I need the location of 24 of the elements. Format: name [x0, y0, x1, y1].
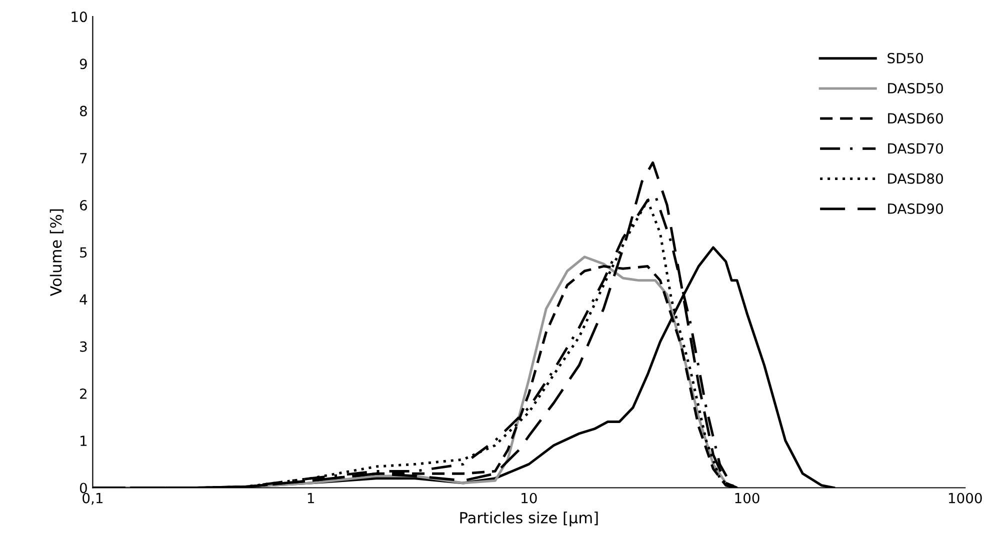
x-tick-label: 100 — [735, 492, 760, 504]
y-tick-label: 0 — [80, 482, 87, 494]
y-tick-label: 3 — [80, 341, 87, 352]
x-tick-label: 10 — [522, 492, 537, 504]
y-tick-label: 5 — [80, 247, 87, 258]
y-tick-label: 8 — [80, 106, 87, 116]
y-tick-label: 1 — [80, 436, 87, 446]
x-tick-label: 0,1 — [82, 492, 102, 505]
y-tick-label: 10 — [72, 12, 87, 22]
x-tick-label: 1000 — [948, 492, 982, 504]
legend-label: SD50 — [888, 52, 923, 64]
y-tick-label: 9 — [80, 58, 87, 70]
y-tick-label: 4 — [80, 294, 88, 305]
legend-label: DASD70 — [888, 143, 943, 154]
x-tick-label: 1 — [308, 493, 314, 504]
y-tick-label: 7 — [80, 153, 87, 164]
legend-label: DASD80 — [888, 173, 943, 184]
legend-label: DASD60 — [888, 113, 943, 124]
y-tick-label: 6 — [80, 200, 87, 211]
y-tick-label: 2 — [80, 388, 86, 399]
legend-label: DASD50 — [888, 83, 943, 94]
y-axis-title: Volume [%] — [50, 209, 64, 296]
x-axis-title: Particles size [µm] — [460, 512, 598, 526]
legend-label: DASD90 — [888, 203, 943, 214]
